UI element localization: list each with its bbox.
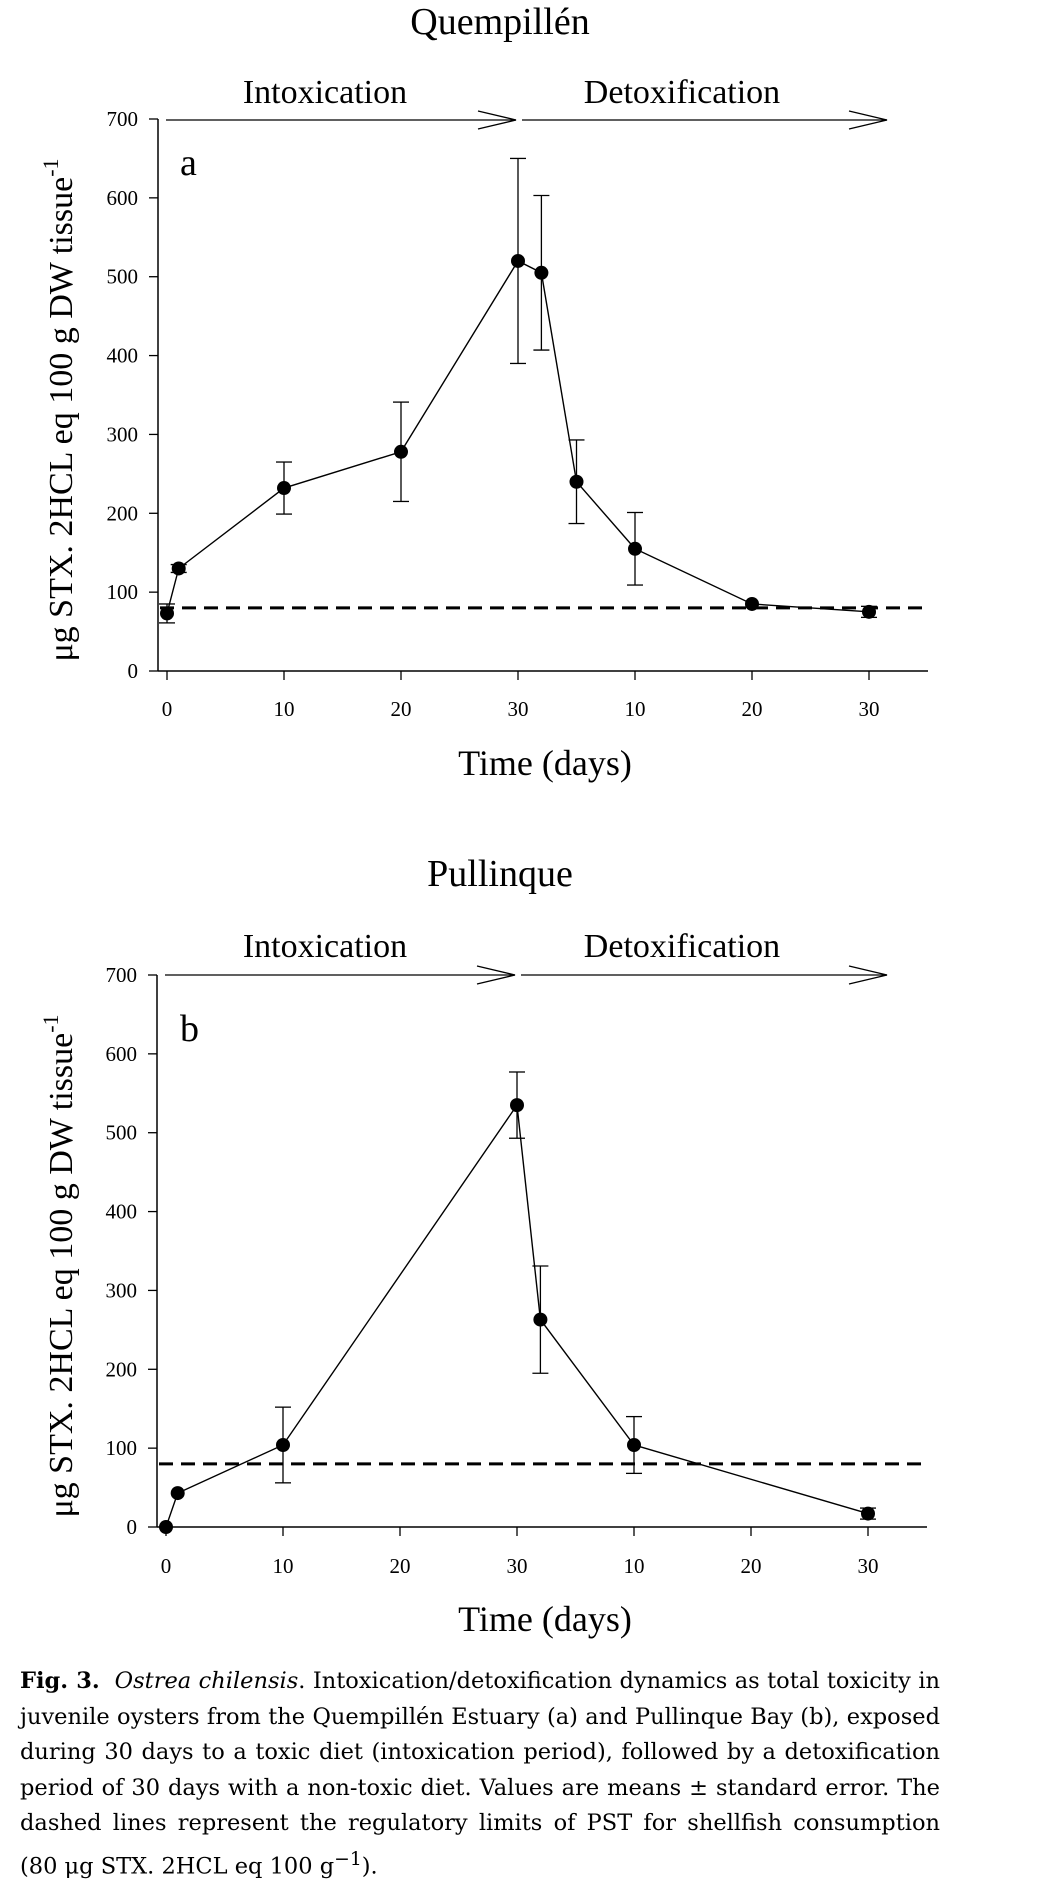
chart1-y-tick-label: 400 [107,344,139,368]
chart2-x-tick-label: 10 [273,1554,294,1578]
chart1-x-tick-label: 10 [625,697,646,721]
chart1-panel-label: a [180,142,197,184]
chart2-y-axis-label-sup: -1 [38,1014,63,1032]
chart2-y-tick-label: 400 [106,1200,138,1224]
chart2-phase-arrowhead-detoxification [848,965,888,985]
chart1-y-tick-label: 600 [107,186,139,210]
chart2-data-point [159,1520,173,1534]
chart2-phase-arrowhead-intoxication [476,965,516,985]
chart1-x-tick-label: 10 [274,697,295,721]
chart2-y-tick-label: 600 [106,1042,138,1066]
chart1-data-point [171,561,186,576]
chart1-data-point [569,474,584,489]
chart2-data-point [533,1312,548,1327]
chart1-data-point [534,265,549,280]
chart2-y-tick-label: 0 [127,1515,138,1539]
chart2-data-point [510,1098,524,1113]
chart1-x-tick-label: 0 [162,697,173,721]
chart2-y-tick-label: 300 [106,1278,138,1302]
caption-species: Ostrea chilensis [114,1668,299,1694]
chart2-data-point [170,1486,185,1501]
caption-text: . Intoxication/detoxification dynamics a… [20,1668,941,1879]
chart1-data-point [160,606,174,621]
caption-fig-label: Fig. 3. [20,1668,100,1694]
chart1-phase-arrowhead-detoxification [848,110,888,130]
chart1-data-point [277,481,291,496]
chart1-data-point [628,541,642,556]
chart1-y-tick-label: 500 [107,265,139,289]
chart1-data-point [511,253,525,268]
chart1-x-axis-label: Time (days) [458,743,632,783]
chart1-phase-label-detoxification: Detoxification [584,74,780,111]
chart1-y-tick-label: 300 [107,422,139,446]
chart1-y-axis-label-sup: -1 [38,158,63,176]
chart2-data-point [627,1437,641,1452]
chart2-panel-label: b [180,1008,199,1050]
chart2-x-tick-label: 10 [624,1554,645,1578]
chart2-x-tick-label: 30 [507,1554,528,1578]
chart1-data-point [862,604,876,619]
chart2-x-tick-label: 20 [390,1554,411,1578]
chart1-x-tick-label: 30 [859,697,880,721]
chart2-y-tick-label: 100 [106,1436,138,1460]
chart2-x-tick-label: 0 [161,1554,172,1578]
chart2-x-tick-label: 30 [858,1554,879,1578]
caption-sup: −1 [334,1848,362,1870]
chart2-y-tick-label: 200 [106,1357,138,1381]
caption-end: ). [361,1853,378,1879]
chart2-y-axis-label: μg STX. 2HCL eq 100 g DW tissue-1 [38,1014,80,1517]
chart1-y-tick-label: 100 [107,580,139,604]
chart1-series-line [166,260,870,614]
chart2-x-tick-label: 20 [741,1554,762,1578]
chart1-y-tick-label: 700 [107,107,139,131]
chart1-data-point [745,596,759,611]
chart2-data-point [861,1506,875,1521]
chart2-data-point [276,1437,290,1452]
chart1-x-tick-label: 30 [508,697,529,721]
chart1-data-point [394,444,408,459]
chart1-y-tick-label: 0 [128,659,139,683]
chart2-y-tick-label: 500 [106,1121,138,1145]
chart1-phase-label-intoxication: Intoxication [243,74,407,111]
chart1-y-tick-label: 200 [107,501,139,525]
figure-caption: Fig. 3. Ostrea chilensis. Intoxication/d… [20,1664,940,1885]
chart1-x-tick-label: 20 [742,697,763,721]
chart1-phase-arrowhead-intoxication [477,110,517,130]
chart1-x-tick-label: 20 [391,697,412,721]
chart2-phase-label-intoxication: Intoxication [243,928,407,965]
chart2-phase-label-detoxification: Detoxification [584,928,780,965]
chart1-title: Quempillén [410,1,589,43]
chart2-x-axis-label: Time (days) [458,1599,632,1639]
chart2-y-tick-label: 700 [106,963,138,987]
chart2-title: Pullinque [427,853,573,895]
chart1-y-axis-label: μg STX. 2HCL eq 100 g DW tissue-1 [38,158,80,661]
